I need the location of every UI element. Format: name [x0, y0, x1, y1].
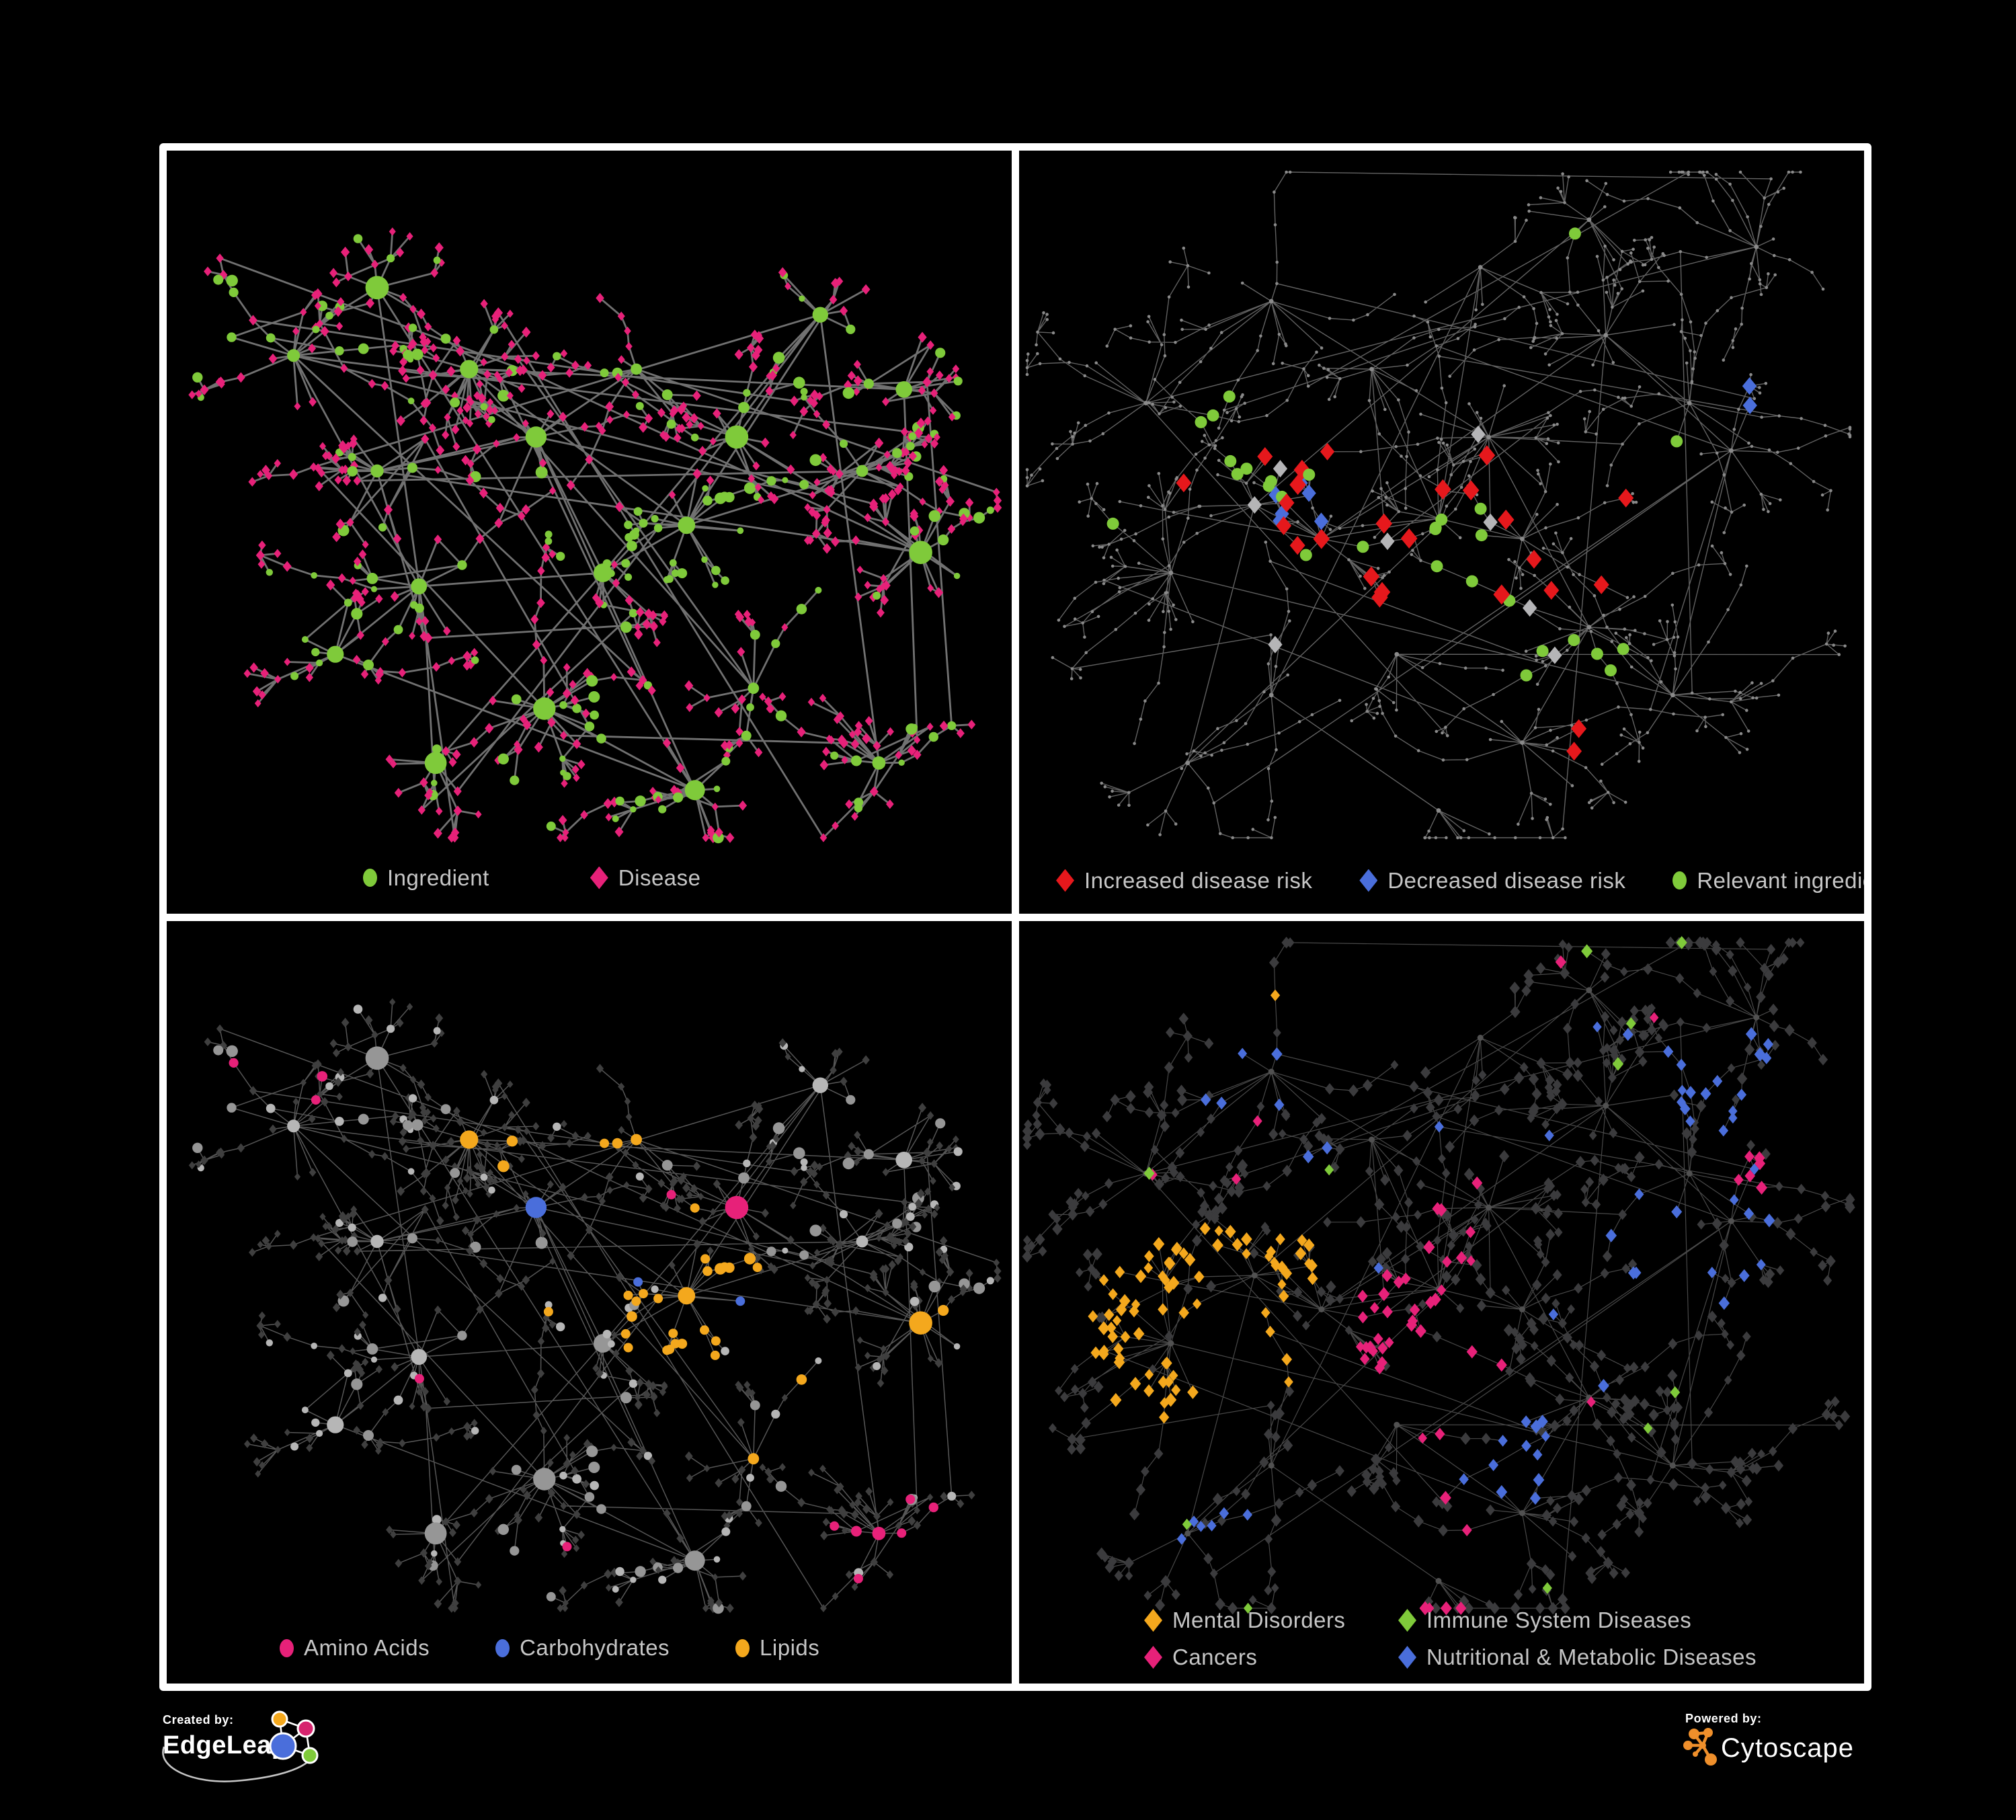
legend-item-relevant-ingredient: Relevant ingredient — [1672, 868, 1864, 894]
legend-item-lipids: Lipids — [735, 1635, 819, 1661]
panel-ingredient-disease: Ingredient Disease — [167, 151, 1012, 914]
legend-item-amino-acids: Amino Acids — [280, 1635, 430, 1661]
immune-diseases-diamond-icon — [1398, 1609, 1416, 1632]
legend-label: Amino Acids — [304, 1635, 430, 1660]
nutrient-categories-network-graph — [188, 998, 1002, 1614]
footer-powered-by: Powered by: — [1685, 1712, 1762, 1726]
cytoscape-brand-text[interactable]: Cytoscape — [1721, 1733, 1854, 1763]
legend-label: Ingredient — [387, 865, 489, 890]
edgeleap-brand-text[interactable]: EdgeLeap — [163, 1731, 288, 1759]
panel-nutrient-categories: Amino Acids Carbohydrates Lipids — [167, 920, 1012, 1684]
legend-label: Cancers — [1172, 1645, 1258, 1669]
panel-disease-risk: Increased disease risk Decreased disease… — [1019, 151, 1864, 914]
legend-label: Disease — [618, 865, 701, 890]
legend-label: Lipids — [760, 1635, 820, 1660]
legend-item-carbohydrates: Carbohydrates — [495, 1635, 670, 1661]
carbohydrates-circle-icon — [495, 1638, 510, 1657]
edgeleap-swoosh-icon — [162, 1746, 315, 1782]
legend-ingredient-disease: Ingredient Disease — [167, 865, 1012, 891]
legend-label: Decreased disease risk — [1387, 867, 1626, 893]
disease-risk-network-graph — [1025, 170, 1852, 840]
disease-categories-network-graph — [1022, 935, 1855, 1615]
legend-label: Nutritional & Metabolic Diseases — [1426, 1645, 1757, 1669]
legend-item-ingredient: Ingredient — [363, 865, 489, 891]
ingredient-circle-icon — [363, 869, 377, 887]
legend-item-immune-system-diseases: Immune System Diseases — [1398, 1608, 1757, 1633]
edgeleap-logo-icon[interactable] — [262, 1709, 329, 1773]
figure-board: Ingredient Disease Increased disease ris… — [159, 143, 1871, 1691]
legend-label: Immune System Diseases — [1426, 1608, 1692, 1632]
decreased-risk-diamond-icon — [1359, 869, 1378, 892]
legend-item-mental-disorders: Mental Disorders — [1144, 1608, 1398, 1633]
created-by-label: Created by: — [163, 1713, 234, 1727]
nutritional-metabolic-diamond-icon — [1398, 1646, 1416, 1669]
panel-disease-categories: Mental Disorders Immune System Diseases … — [1019, 920, 1864, 1684]
legend-nutrient-categories: Amino Acids Carbohydrates Lipids — [167, 1635, 1012, 1661]
legend-item-nutritional-metabolic-diseases: Nutritional & Metabolic Diseases — [1398, 1645, 1757, 1670]
legend-label: Carbohydrates — [520, 1635, 670, 1660]
mental-disorders-diamond-icon — [1144, 1609, 1162, 1632]
relevant-ingredient-circle-icon — [1672, 871, 1687, 889]
legend-disease-categories: Mental Disorders Immune System Diseases … — [1144, 1608, 1757, 1670]
amino-acids-circle-icon — [280, 1638, 294, 1657]
powered-by-label: Powered by: — [1685, 1712, 1762, 1725]
legend-item-increased-risk: Increased disease risk — [1056, 868, 1312, 894]
cancers-diamond-icon — [1144, 1646, 1162, 1669]
legend-label: Mental Disorders — [1172, 1608, 1346, 1632]
ingredient-disease-network-graph — [188, 227, 1002, 844]
legend-label: Relevant ingredient — [1697, 867, 1864, 893]
legend-item-disease: Disease — [590, 865, 701, 891]
legend-item-cancers: Cancers — [1144, 1645, 1398, 1670]
cytoscape-logo-icon[interactable] — [1677, 1725, 1738, 1782]
disease-diamond-icon — [590, 866, 608, 889]
legend-disease-risk: Increased disease risk Decreased disease… — [1019, 868, 1864, 894]
increased-risk-diamond-icon — [1056, 869, 1074, 892]
legend-item-decreased-risk: Decreased disease risk — [1359, 868, 1625, 894]
legend-label: Increased disease risk — [1084, 867, 1313, 893]
footer-created-by: Created by: EdgeLeap — [163, 1713, 288, 1760]
lipids-circle-icon — [735, 1638, 750, 1657]
